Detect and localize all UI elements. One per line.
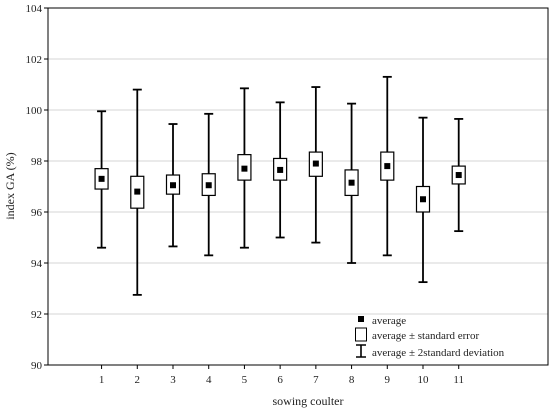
x-tick-label: 9 (385, 374, 391, 386)
x-tick-label: 4 (206, 374, 212, 386)
x-tick-label: 8 (349, 374, 355, 386)
legend-se-label: average ± standard error (372, 330, 479, 342)
y-tick-label: 90 (31, 360, 43, 372)
x-tick-label: 3 (170, 374, 176, 386)
box-group (344, 102, 359, 264)
mean-point (348, 179, 355, 186)
legend-se-marker (355, 327, 367, 342)
box-group (94, 110, 109, 249)
mean-point (170, 182, 176, 189)
gridlines (48, 7, 548, 366)
y-tick-label: 102 (26, 54, 43, 66)
legend-sd-marker (356, 344, 366, 358)
x-tick-label: 10 (418, 374, 430, 386)
y-tick-label: 104 (26, 3, 43, 15)
x-axis-title: sowing coulter (273, 394, 344, 408)
mean-point (241, 165, 248, 172)
x-tick-label: 1 (99, 374, 105, 386)
box-group (451, 118, 466, 233)
y-tick-label: 98 (31, 156, 43, 168)
legend-average-label: average (372, 315, 406, 327)
x-axis-ticks: 1 2 3 4 5 6 7 8 9 10 11 (99, 365, 464, 386)
y-axis-title: index GA (%) (3, 152, 17, 219)
y-tick-label: 96 (31, 207, 43, 219)
legend: average average ± standard error average… (355, 315, 505, 359)
x-tick-label: 5 (242, 374, 248, 386)
mean-point (455, 172, 462, 179)
plot-frame (47, 7, 549, 366)
y-axis-ticks: 90 92 94 96 98 100 102 104 (26, 3, 48, 372)
box-group (201, 112, 216, 257)
y-tick-label: 100 (26, 105, 43, 117)
mean-point (205, 182, 212, 189)
box-group (165, 123, 181, 248)
box-group (273, 101, 288, 239)
x-tick-label: 6 (277, 374, 283, 386)
plot-border (47, 7, 549, 366)
legend-average-marker (358, 316, 364, 322)
y-tick-label: 94 (31, 258, 43, 270)
box-group (308, 86, 323, 244)
legend-sd-label: average ± 2standard deviation (372, 347, 505, 359)
mean-point (277, 166, 284, 173)
mean-point (384, 163, 391, 170)
x-tick-label: 7 (313, 374, 319, 386)
y-tick-label: 92 (31, 309, 42, 321)
data-marks (94, 75, 466, 296)
mean-point (134, 188, 141, 195)
box-group (380, 75, 395, 257)
x-tick-label: 11 (453, 374, 464, 386)
mean-point (420, 196, 426, 203)
mean-point (98, 175, 105, 182)
box-group (237, 87, 252, 249)
x-tick-label: 2 (135, 374, 141, 386)
box-group (415, 116, 431, 284)
mean-point (312, 160, 319, 167)
box-group (130, 88, 145, 296)
